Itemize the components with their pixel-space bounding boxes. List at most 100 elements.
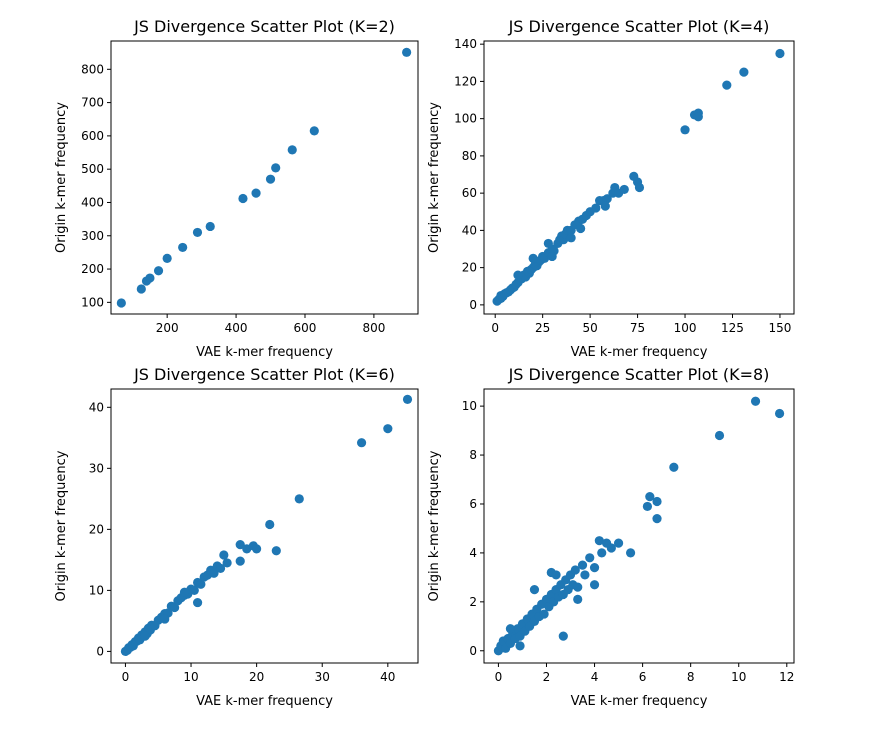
data-point: [265, 174, 276, 184]
x-tick-label: 50: [582, 321, 597, 335]
data-point: [594, 536, 604, 546]
data-point: [192, 597, 203, 608]
data-point: [576, 223, 586, 234]
x-tick-label: 0: [491, 321, 499, 335]
y-axis-label: Origin k-mer frequency: [54, 102, 69, 253]
x-tick-label: 4: [591, 670, 599, 684]
data-point: [750, 396, 761, 406]
y-axis-label: Origin k-mer frequency: [54, 450, 69, 601]
y-tick-label: 140: [454, 37, 477, 51]
y-tick-label: 2: [469, 595, 477, 609]
y-tick-label: 10: [462, 399, 477, 413]
data-point: [219, 550, 229, 560]
x-tick-label: 75: [630, 321, 645, 335]
data-point: [136, 284, 146, 294]
plot-frame: [483, 388, 795, 664]
data-point: [634, 182, 645, 193]
y-tick-label: 20: [89, 522, 104, 536]
data-point: [580, 570, 590, 580]
data-point: [774, 408, 785, 419]
y-tick-label: 200: [81, 262, 104, 276]
y-tick-label: 80: [462, 149, 477, 163]
y-tick-label: 800: [81, 62, 104, 76]
data-point: [205, 221, 215, 232]
data-point: [529, 585, 540, 595]
data-point: [196, 579, 206, 589]
data-point: [235, 556, 245, 566]
data-point: [402, 47, 412, 57]
y-tick-label: 600: [81, 129, 104, 143]
data-point: [189, 585, 199, 595]
data-point: [566, 233, 576, 243]
data-point: [356, 438, 367, 448]
data-point: [693, 112, 703, 122]
y-tick-label: 100: [454, 112, 477, 126]
y-tick-label: 60: [462, 186, 477, 200]
data-point: [714, 430, 725, 441]
data-point: [145, 273, 155, 283]
x-tick-label: 600: [294, 321, 317, 335]
y-tick-label: 120: [454, 74, 477, 88]
data-point: [722, 80, 732, 90]
x-tick-label: 8: [687, 670, 695, 684]
data-point: [589, 580, 600, 590]
x-tick-label: 2: [543, 670, 551, 684]
data-point: [505, 624, 516, 634]
y-tick-label: 20: [462, 261, 477, 275]
x-tick-label: 0: [122, 670, 130, 684]
data-point: [591, 203, 601, 213]
data-point: [271, 546, 281, 556]
data-point: [606, 543, 616, 553]
x-tick-label: 10: [731, 670, 746, 684]
data-point: [645, 492, 655, 502]
plot-frame: [483, 40, 795, 315]
data-point: [528, 253, 538, 263]
x-axis-label: VAE k-mer frequency: [571, 345, 708, 360]
data-point: [642, 501, 653, 512]
y-tick-label: 0: [96, 644, 104, 658]
data-point: [178, 242, 188, 253]
data-point: [739, 67, 749, 77]
x-axis-label: VAE k-mer frequency: [196, 345, 333, 360]
y-tick-label: 500: [81, 162, 104, 176]
data-point: [309, 126, 319, 136]
x-tick-label: 10: [183, 670, 198, 684]
y-tick-label: 4: [469, 546, 477, 560]
data-point: [294, 494, 304, 504]
x-tick-label: 800: [362, 321, 385, 335]
data-point: [652, 514, 662, 524]
data-point: [625, 548, 636, 558]
data-point: [160, 614, 170, 624]
x-axis-label: VAE k-mer frequency: [571, 694, 708, 709]
data-point: [235, 540, 245, 550]
data-point: [116, 298, 126, 308]
data-point: [619, 184, 629, 195]
data-point: [573, 582, 583, 592]
data-point: [775, 48, 785, 59]
data-point: [287, 145, 297, 155]
data-point: [252, 544, 262, 554]
data-point: [209, 568, 219, 578]
data-point: [573, 594, 583, 604]
data-point: [558, 631, 568, 641]
y-tick-label: 10: [89, 583, 104, 597]
chart-title: JS Divergence Scatter Plot (K=6): [133, 365, 395, 384]
data-point: [271, 163, 281, 173]
data-point: [251, 188, 261, 198]
data-point: [597, 548, 607, 558]
y-axis-label: Origin k-mer frequency: [427, 102, 442, 253]
y-tick-label: 100: [81, 295, 104, 309]
data-point: [383, 424, 393, 434]
data-point: [153, 266, 164, 276]
data-point: [680, 125, 690, 135]
plot-frame: [110, 388, 419, 664]
plot-frame: [110, 40, 419, 315]
data-point: [192, 227, 203, 238]
chart-title: JS Divergence Scatter Plot (K=2): [133, 17, 395, 36]
data-point: [577, 560, 588, 570]
x-tick-label: 40: [380, 670, 395, 684]
y-axis-label: Origin k-mer frequency: [427, 450, 442, 601]
y-tick-label: 8: [469, 448, 477, 462]
data-point: [669, 462, 679, 472]
